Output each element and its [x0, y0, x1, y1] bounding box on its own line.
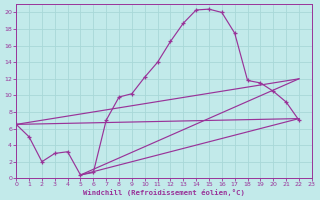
X-axis label: Windchill (Refroidissement éolien,°C): Windchill (Refroidissement éolien,°C) [83, 189, 245, 196]
